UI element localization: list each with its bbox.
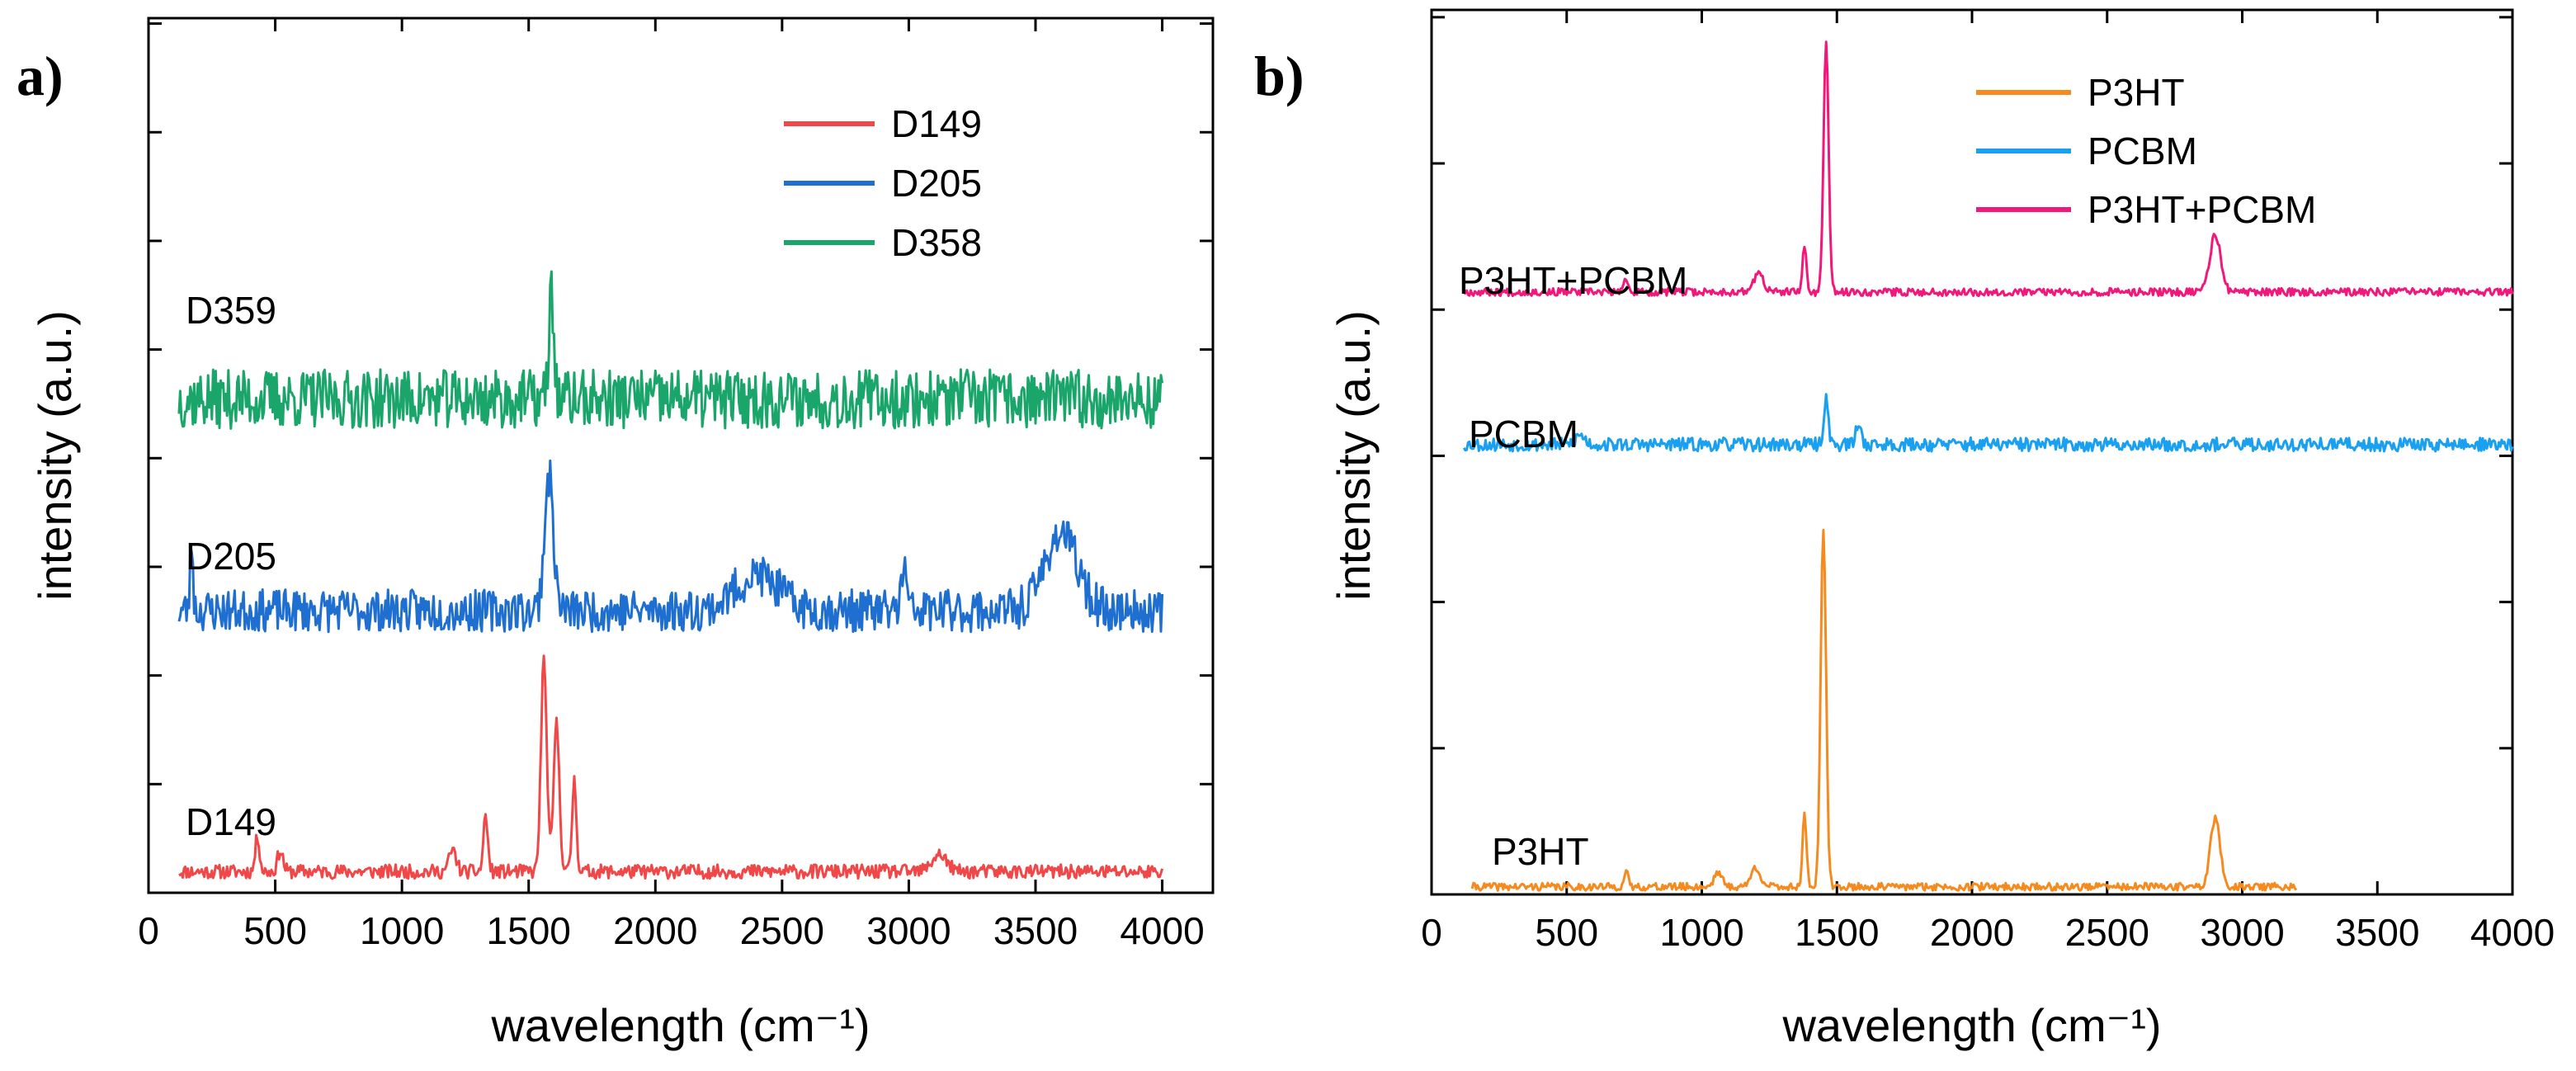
series-line-p3ht [1470, 528, 2298, 892]
panel-b-legend: P3HT PCBM P3HT+PCBM [1976, 71, 2316, 231]
panel-a-letter: a) [17, 45, 64, 107]
panel-a-x-ticks [147, 18, 1164, 893]
panel-b-y-axis-title: intensity (a.u.) [1328, 310, 1380, 601]
x-tick-label-4000: 4000 [1120, 909, 1204, 952]
x-tick-label-2000: 2000 [613, 909, 697, 952]
panel-a-series [177, 270, 1164, 880]
curve-label-d205: D205 [186, 535, 276, 578]
panel-b-series [1462, 40, 2514, 892]
panel-a-curve-labels: D149 D205 D359 [186, 289, 276, 843]
series-line-d149 [178, 654, 1164, 880]
panel-b-plot-frame [1430, 8, 2514, 896]
x-tick-label-1500: 1500 [1795, 911, 1879, 954]
panel-b-letter: b) [1254, 45, 1304, 107]
panel-a-y-axis-title: intensity (a.u.) [29, 310, 81, 601]
curve-label-p3ht: P3HT [1492, 830, 1589, 873]
x-tick-label-1500: 1500 [487, 909, 571, 952]
panel-b: b) 0 500 1000 1500 2000 2500 3000 3500 4000 P3HT… [1254, 8, 2555, 1051]
panel-b-y-ticks [1432, 16, 2512, 750]
curve-label-d359: D359 [186, 289, 276, 332]
panel-b-curve-labels: P3HT PCBM P3HT+PCBM [1459, 259, 1687, 873]
x-tick-label-0: 0 [1421, 911, 1442, 954]
panel-a-legend: D149 D205 D358 [784, 102, 982, 264]
curve-label-d149: D149 [186, 800, 276, 843]
panel-a-y-ticks [149, 22, 1213, 786]
curve-label-pcbm: PCBM [1469, 413, 1578, 455]
x-tick-label-2000: 2000 [1930, 911, 2014, 954]
panel-b-x-tick-labels: 0 500 1000 1500 2000 2500 3000 3500 4000 [1421, 911, 2555, 954]
legend-label-pcbm: PCBM [2088, 130, 2197, 172]
x-tick-label-3000: 3000 [866, 909, 951, 952]
panel-a: a) 0 500 1000 1500 2000 2500 3000 3500 4000 D149… [17, 17, 1215, 1051]
series-line-d358 [177, 270, 1164, 430]
x-tick-label-1000: 1000 [1659, 911, 1743, 954]
panel-b-x-axis-title: wavelength (cm⁻¹) [1781, 999, 2161, 1051]
x-tick-label-3000: 3000 [2200, 911, 2284, 954]
x-tick-label-1000: 1000 [360, 909, 444, 952]
legend-label-d149: D149 [891, 102, 982, 145]
panel-a-x-tick-labels: 0 500 1000 1500 2000 2500 3000 3500 4000 [138, 909, 1205, 952]
panel-b-x-ticks [1430, 10, 2514, 894]
series-line-d205 [177, 459, 1164, 634]
x-tick-label-3500: 3500 [993, 909, 1078, 952]
legend-label-d358: D358 [891, 221, 982, 264]
series-line-p3ht-pcbm [1463, 40, 2514, 298]
x-tick-label-0: 0 [138, 909, 159, 952]
x-tick-label-3500: 3500 [2335, 911, 2419, 954]
panel-a-x-axis-title: wavelength (cm⁻¹) [490, 999, 870, 1051]
x-tick-label-500: 500 [243, 909, 307, 952]
curve-label-p3ht-pcbm: P3HT+PCBM [1459, 259, 1687, 302]
x-tick-label-500: 500 [1535, 911, 1598, 954]
x-tick-label-2500: 2500 [740, 909, 824, 952]
x-tick-label-2500: 2500 [2065, 911, 2149, 954]
panel-a-plot-frame [147, 17, 1215, 894]
legend-label-p3ht-pcbm: P3HT+PCBM [2088, 188, 2316, 231]
legend-label-p3ht: P3HT [2088, 71, 2185, 114]
legend-label-d205: D205 [891, 162, 982, 205]
series-line-pcbm [1462, 393, 2514, 453]
x-tick-label-4000: 4000 [2470, 911, 2555, 954]
